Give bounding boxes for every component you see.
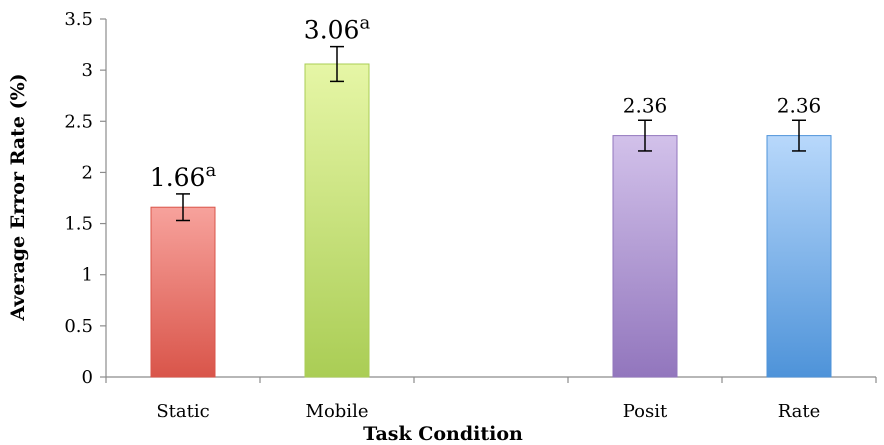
x-tick-label: Mobile bbox=[306, 401, 369, 422]
x-axis: Static Mobile Posit Rate bbox=[105, 376, 877, 422]
bar-posit bbox=[612, 135, 678, 378]
y-tick-label: 2.5 bbox=[64, 111, 93, 132]
y-axis: 0 0.5 1 1.5 2 2.5 3 3.5 bbox=[64, 9, 107, 388]
y-tick-label: 3.5 bbox=[64, 9, 93, 30]
bar-mobile bbox=[304, 63, 370, 378]
data-label: 1.66a bbox=[150, 160, 217, 192]
error-bar bbox=[638, 119, 652, 152]
bar-static bbox=[150, 206, 216, 378]
error-bar bbox=[176, 193, 190, 222]
bar-rate bbox=[766, 135, 832, 378]
y-tick-label: 1 bbox=[82, 265, 93, 286]
x-tick-label: Posit bbox=[623, 401, 668, 422]
y-tick-label: 2 bbox=[82, 162, 93, 183]
y-tick-label: 0 bbox=[82, 367, 93, 388]
data-label: 2.36 bbox=[777, 93, 822, 117]
bars: 1.66a 3.06a 2.36 2.36 bbox=[150, 13, 832, 378]
error-bar bbox=[330, 45, 344, 83]
error-bar bbox=[792, 119, 806, 152]
y-axis-title: Average Error Rate (%) bbox=[7, 73, 29, 321]
data-label: 2.36 bbox=[623, 93, 668, 117]
y-tick-label: 1.5 bbox=[64, 214, 93, 235]
x-tick-label: Rate bbox=[778, 401, 821, 422]
x-tick-label: Static bbox=[156, 401, 209, 422]
y-tick-label: 0.5 bbox=[64, 316, 93, 337]
y-tick-label: 3 bbox=[82, 60, 93, 81]
x-axis-title: Task Condition bbox=[363, 423, 523, 445]
data-label: 3.06a bbox=[304, 13, 371, 45]
